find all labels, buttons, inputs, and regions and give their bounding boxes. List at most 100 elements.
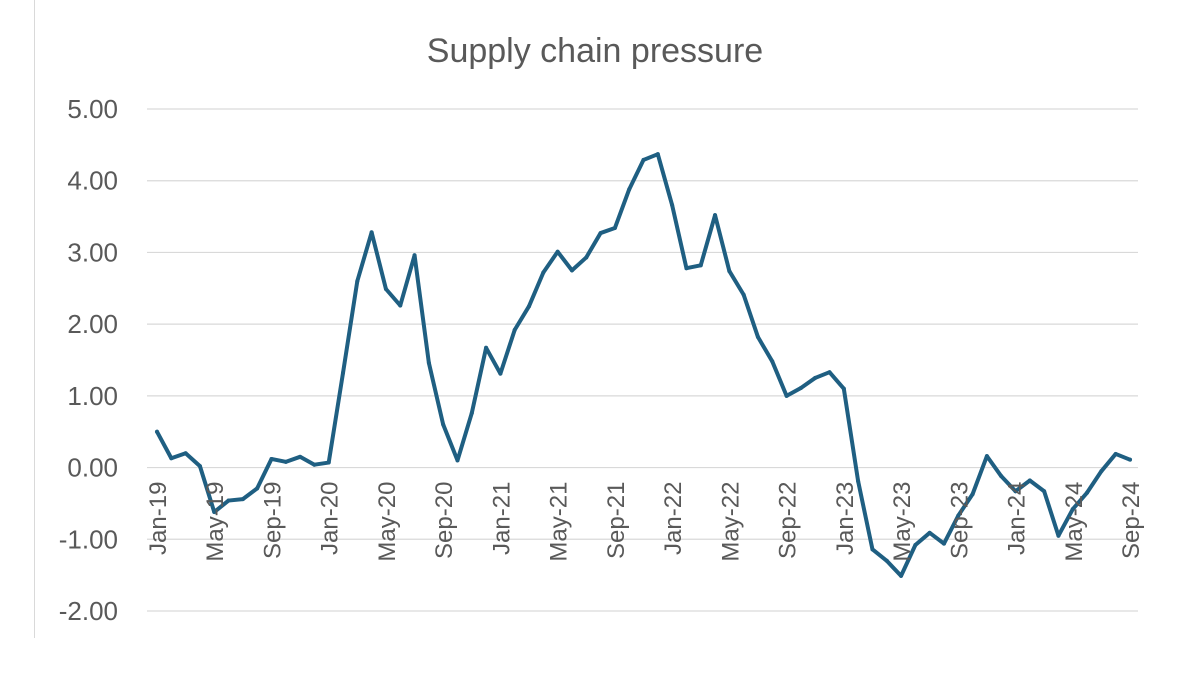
x-tick-label: May-22 bbox=[717, 482, 744, 562]
x-tick-label: Jan-19 bbox=[145, 482, 172, 555]
data-point bbox=[1042, 489, 1047, 494]
data-point bbox=[598, 231, 603, 236]
data-point bbox=[569, 268, 574, 273]
data-point bbox=[1099, 469, 1104, 474]
data-point bbox=[884, 558, 889, 563]
data-point bbox=[326, 460, 331, 465]
x-tick-label: May-20 bbox=[374, 482, 401, 562]
data-point bbox=[1070, 507, 1075, 512]
data-point bbox=[555, 249, 560, 254]
data-point bbox=[484, 345, 489, 350]
data-point bbox=[312, 462, 317, 467]
data-point bbox=[412, 253, 417, 258]
data-point bbox=[670, 203, 675, 208]
y-tick-label: 5.00 bbox=[67, 94, 118, 124]
data-point bbox=[512, 327, 517, 332]
x-tick-label: Jan-24 bbox=[1004, 482, 1031, 555]
data-point bbox=[383, 287, 388, 292]
y-tick-label: 4.00 bbox=[67, 166, 118, 196]
data-point bbox=[527, 304, 532, 309]
data-point bbox=[984, 454, 989, 459]
data-point bbox=[298, 454, 303, 459]
data-point bbox=[498, 371, 503, 376]
data-point bbox=[627, 187, 632, 192]
data-point bbox=[770, 359, 775, 364]
data-point bbox=[941, 541, 946, 546]
data-point bbox=[813, 375, 818, 380]
data-point bbox=[913, 543, 918, 548]
x-axis-tick-labels: Jan-19 May-19 Sep-19 Jan-20 May-20 Sep-20 Jan-… bbox=[145, 482, 1145, 562]
data-point bbox=[970, 492, 975, 497]
data-point bbox=[240, 497, 245, 502]
x-tick-label: Sep-24 bbox=[1118, 482, 1145, 559]
y-tick-label: -2.00 bbox=[59, 596, 118, 626]
left-border-line bbox=[34, 0, 35, 638]
data-point bbox=[827, 370, 832, 375]
x-tick-label: Jan-21 bbox=[488, 482, 515, 555]
data-point bbox=[1128, 457, 1132, 462]
data-point bbox=[441, 422, 446, 427]
data-point bbox=[169, 456, 174, 461]
data-point bbox=[197, 464, 202, 469]
x-tick-label: Jan-22 bbox=[660, 482, 687, 555]
data-point bbox=[341, 370, 346, 375]
data-point bbox=[899, 573, 904, 578]
data-point bbox=[455, 458, 460, 463]
data-point bbox=[1027, 478, 1032, 483]
data-point bbox=[727, 269, 732, 274]
data-point bbox=[841, 386, 846, 391]
y-axis-tick-labels: -2.00 -1.00 0.00 1.00 2.00 3.00 4.00 5.00 bbox=[59, 94, 118, 626]
x-tick-label: May-19 bbox=[202, 482, 229, 562]
x-tick-label: May-21 bbox=[546, 482, 573, 562]
data-point bbox=[856, 479, 861, 484]
x-tick-label: May-23 bbox=[889, 482, 916, 562]
data-point bbox=[398, 303, 403, 308]
x-tick-label: May-24 bbox=[1061, 482, 1088, 562]
data-point bbox=[612, 226, 617, 231]
data-point bbox=[684, 266, 689, 271]
data-point bbox=[255, 486, 260, 491]
data-point bbox=[999, 474, 1004, 479]
data-point bbox=[741, 292, 746, 297]
data-point bbox=[269, 456, 274, 461]
data-point bbox=[183, 451, 188, 456]
data-point bbox=[655, 152, 660, 157]
y-tick-label: 3.00 bbox=[67, 237, 118, 267]
data-point bbox=[956, 513, 961, 518]
gridlines bbox=[147, 108, 1138, 612]
data-point bbox=[698, 263, 703, 268]
series-line bbox=[155, 152, 1132, 578]
x-tick-label: Sep-19 bbox=[259, 482, 286, 559]
data-point bbox=[541, 270, 546, 275]
chart-title: Supply chain pressure bbox=[427, 32, 763, 70]
x-tick-label: Sep-21 bbox=[603, 482, 630, 559]
data-point bbox=[155, 429, 159, 434]
x-tick-label: Jan-23 bbox=[832, 482, 859, 555]
data-point bbox=[426, 360, 431, 365]
data-point bbox=[784, 393, 789, 398]
data-series bbox=[155, 152, 1132, 578]
y-tick-label: -1.00 bbox=[59, 524, 118, 554]
data-point bbox=[713, 213, 718, 218]
x-tick-label: Sep-23 bbox=[946, 482, 973, 559]
data-point bbox=[1113, 451, 1118, 456]
data-point bbox=[870, 547, 875, 552]
data-point bbox=[226, 498, 231, 503]
data-point bbox=[283, 459, 288, 464]
data-point bbox=[798, 385, 803, 390]
data-point bbox=[1056, 533, 1061, 538]
data-point bbox=[212, 510, 217, 515]
y-tick-label: 0.00 bbox=[67, 453, 118, 483]
data-point bbox=[584, 255, 589, 260]
data-point bbox=[369, 230, 374, 235]
data-point bbox=[355, 279, 360, 284]
x-tick-label: Sep-22 bbox=[775, 482, 802, 559]
x-tick-label: Jan-20 bbox=[317, 482, 344, 555]
y-tick-label: 2.00 bbox=[67, 309, 118, 339]
y-tick-label: 1.00 bbox=[67, 381, 118, 411]
data-point bbox=[1085, 490, 1090, 495]
data-point bbox=[1013, 489, 1018, 494]
data-point bbox=[927, 530, 932, 535]
